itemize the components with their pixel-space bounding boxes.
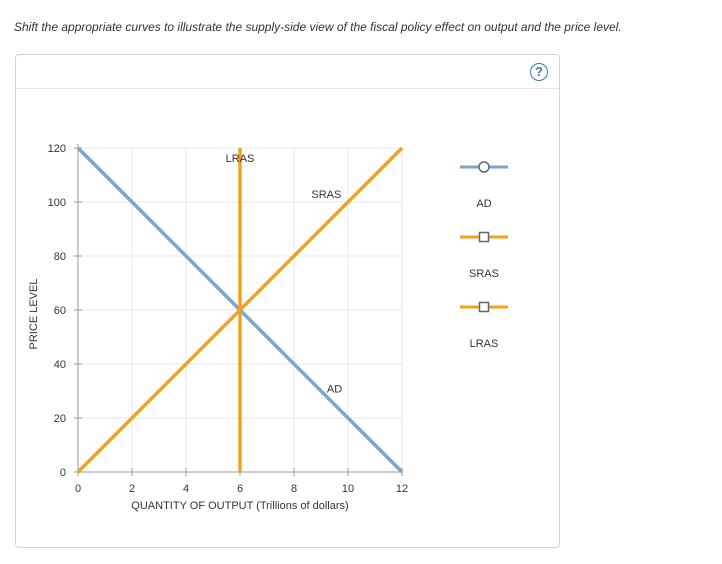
y-tick-label: 20 xyxy=(54,413,66,425)
x-axis-title: QUANTITY OF OUTPUT (Trillions of dollars… xyxy=(131,500,348,512)
x-tick-label: 10 xyxy=(342,483,354,495)
x-tick-label: 6 xyxy=(237,483,243,495)
tool-label-ad: AD xyxy=(476,198,491,210)
tool-handle-lras[interactable] xyxy=(480,303,489,312)
y-tick-label: 0 xyxy=(60,467,66,479)
y-axis-title: PRICE LEVEL xyxy=(28,279,40,350)
curve-label-lras: LRAS xyxy=(226,153,255,165)
curve-label-ad: AD xyxy=(327,383,342,395)
tool-handle-ad[interactable] xyxy=(479,162,489,172)
y-tick-label: 100 xyxy=(48,197,66,209)
tool-handle-sras[interactable] xyxy=(480,233,489,242)
y-tick-label: 120 xyxy=(48,143,66,155)
x-tick-label: 0 xyxy=(75,483,81,495)
y-tick-label: 60 xyxy=(54,305,66,317)
tool-label-sras: SRAS xyxy=(469,268,499,280)
y-tick-label: 40 xyxy=(54,359,66,371)
x-tick-label: 8 xyxy=(291,483,297,495)
y-tick-label: 80 xyxy=(54,251,66,263)
x-tick-label: 4 xyxy=(183,483,189,495)
x-tick-label: 12 xyxy=(396,483,408,495)
tool-label-lras: LRAS xyxy=(470,338,499,350)
curve-label-sras: SRAS xyxy=(311,189,341,201)
x-tick-label: 2 xyxy=(129,483,135,495)
